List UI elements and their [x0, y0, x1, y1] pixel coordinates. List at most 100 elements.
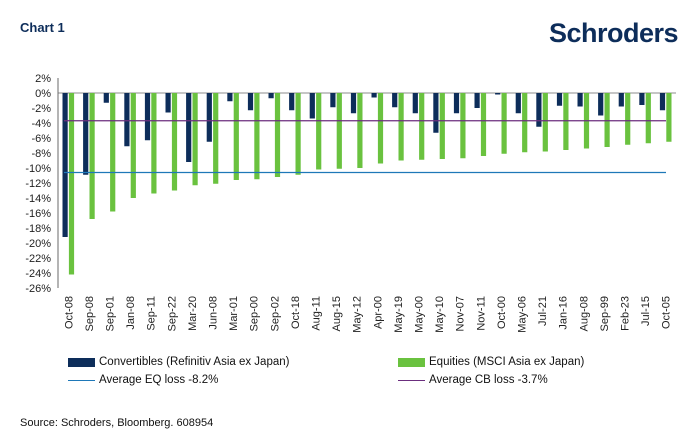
bar-convertibles: [330, 93, 336, 108]
bar-equities: [625, 93, 631, 145]
legend-equities: Equities (MSCI Asia ex Japan): [398, 356, 584, 368]
bar-convertibles: [392, 93, 398, 108]
bar-equities: [171, 93, 178, 191]
y-tick-label: -12%: [25, 178, 51, 190]
bar-equities: [563, 93, 569, 150]
bar-convertibles: [83, 93, 89, 175]
x-tick-label: Oct-00: [496, 296, 508, 329]
bar-convertibles: [639, 93, 645, 105]
bar-equities: [377, 93, 384, 164]
bar-convertibles: [495, 93, 501, 95]
y-tick-label: -18%: [25, 223, 51, 235]
bar-convertibles: [247, 93, 254, 111]
y-tick-label: -14%: [25, 193, 51, 205]
bar-convertibles: [268, 93, 274, 99]
bar-equities: [295, 93, 301, 175]
x-tick-label: Sep-99: [599, 296, 611, 331]
bar-convertibles: [412, 93, 418, 114]
y-tick-label: -20%: [25, 238, 51, 250]
y-tick-label: -6%: [31, 133, 51, 145]
bar-convertibles: [289, 93, 295, 111]
bar-convertibles: [309, 93, 315, 119]
x-tick-label: Mar-01: [228, 296, 240, 331]
legend-swatch-avg-cb: [398, 379, 425, 381]
x-tick-label: May-10: [434, 296, 446, 333]
x-tick-label: Jul-21: [537, 296, 549, 326]
x-tick-label: Jul-15: [640, 296, 652, 326]
y-tick-label: -2%: [31, 103, 51, 115]
x-tick-label: Jan-16: [558, 296, 570, 330]
bar-equities: [110, 93, 116, 212]
y-tick-label: 0%: [35, 88, 51, 100]
bar-equities: [501, 93, 507, 154]
bars-layer: [62, 93, 672, 275]
y-tick-label: -4%: [31, 118, 51, 130]
legend-avg-eq: Average EQ loss -8.2%: [68, 374, 218, 386]
bar-equities: [460, 93, 466, 159]
bar-equities: [522, 93, 528, 153]
legend-label-avg-cb: Average CB loss -3.7%: [429, 374, 548, 386]
bar-convertibles: [206, 93, 212, 142]
bar-equities: [213, 93, 219, 184]
bar-convertibles: [350, 93, 357, 114]
legend-label-convertibles: Convertibles (Refinitiv Asia ex Japan): [99, 356, 290, 368]
bar-convertibles: [227, 93, 233, 102]
x-tick-label: Oct-08: [63, 296, 75, 329]
x-tick-label: Sep-08: [84, 296, 96, 331]
bar-equities: [89, 93, 95, 219]
bar-equities: [274, 93, 281, 177]
bar-equities: [604, 93, 610, 147]
bar-convertibles: [103, 93, 109, 103]
x-tick-label: Nov-07: [455, 296, 467, 331]
x-tick-label: Sep-22: [166, 296, 178, 331]
x-tick-label: Jun-08: [208, 296, 220, 330]
legend-swatch-convertibles: [68, 357, 95, 367]
y-tick-label: -16%: [25, 208, 51, 220]
x-tick-label: May-06: [517, 296, 529, 333]
legend-swatch-equities: [398, 357, 425, 367]
y-tick-label: 2%: [35, 73, 51, 85]
x-tick-label: Sep-01: [105, 296, 117, 331]
bar-convertibles: [598, 93, 604, 116]
bar-equities: [542, 93, 548, 152]
bar-convertibles: [515, 93, 521, 114]
x-tick-label: Jan-08: [125, 296, 137, 330]
legend-swatch-avg-eq: [68, 379, 95, 381]
y-tick-label: -24%: [25, 268, 51, 280]
bar-equities: [130, 93, 136, 198]
bar-equities: [192, 93, 198, 186]
bar-equities: [233, 93, 239, 180]
bar-equities: [151, 93, 157, 194]
bar-convertibles: [474, 93, 480, 108]
bar-equities: [398, 93, 404, 161]
bar-equities: [439, 93, 445, 159]
y-tick-label: -8%: [31, 148, 51, 160]
bar-convertibles: [577, 93, 583, 107]
bar-convertibles: [371, 93, 377, 98]
bar-convertibles: [165, 93, 171, 113]
y-tick-label: -26%: [25, 283, 51, 295]
bar-equities: [645, 93, 651, 144]
x-tick-label: Oct-05: [661, 296, 673, 329]
source-note: Source: Schroders, Bloomberg. 608954: [20, 417, 214, 429]
bar-convertibles: [433, 93, 439, 133]
bar-equities: [68, 93, 75, 275]
x-tick-label: Aug-15: [331, 296, 343, 331]
axis-layer: [57, 78, 676, 288]
bar-equities: [357, 93, 363, 168]
bar-convertibles: [618, 93, 624, 107]
x-tick-label: Sep-11: [146, 296, 158, 331]
x-tick-label: Nov-11: [475, 296, 487, 331]
bar-convertibles: [186, 93, 192, 162]
legend-label-avg-eq: Average EQ loss -8.2%: [99, 374, 219, 386]
reference-lines-layer: [64, 120, 666, 174]
legend-avg-cb: Average CB loss -3.7%: [398, 374, 548, 386]
x-tick-label: May-19: [393, 296, 405, 333]
chart-title: Chart 1: [20, 20, 65, 35]
bar-convertibles: [144, 93, 151, 141]
bar-equities: [254, 93, 260, 180]
bar-equities: [336, 93, 342, 169]
bar-convertibles: [659, 93, 666, 111]
labels-layer: 2% 0% -2% -4% -6% -8% -10% -12% -14% -16% -18% -20%…: [25, 73, 672, 333]
